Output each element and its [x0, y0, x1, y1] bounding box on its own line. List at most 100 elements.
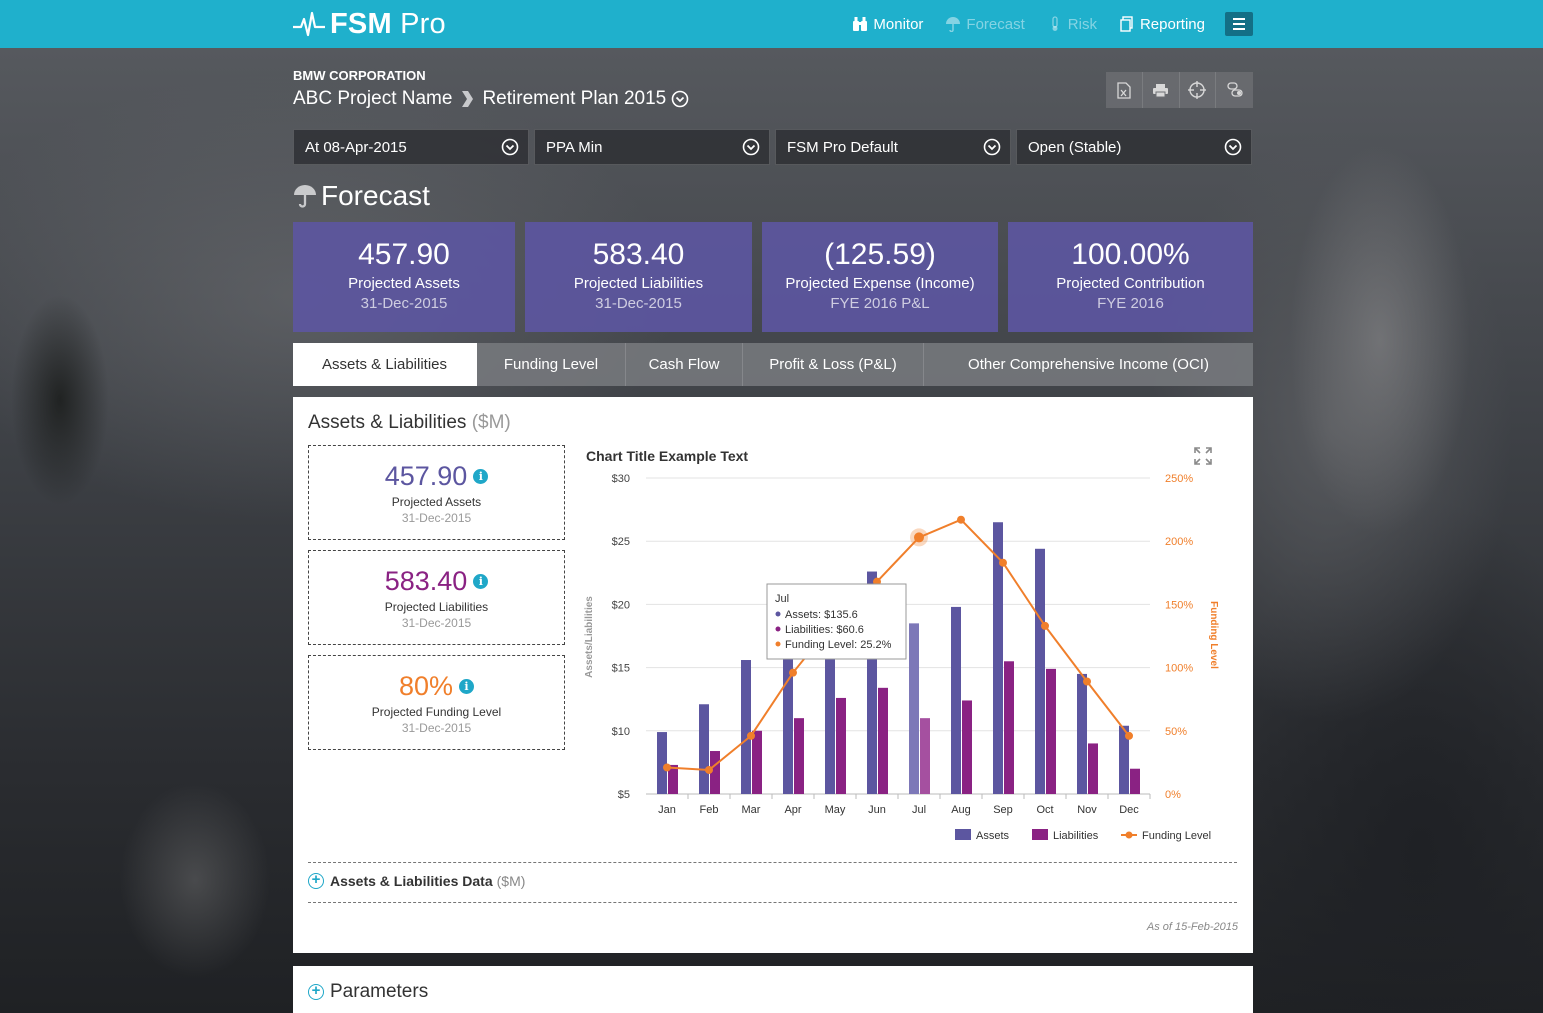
- x-tick-label: Oct: [1036, 804, 1053, 816]
- toggle-button[interactable]: [1216, 72, 1253, 108]
- kpi-card-assets[interactable]: 457.90 Projected Assets 31-Dec-2015: [293, 222, 515, 332]
- y-axis-title: Assets/Liabilities: [584, 596, 595, 678]
- expand-icon[interactable]: [1194, 447, 1212, 465]
- x-tick-label: Apr: [784, 804, 801, 816]
- page-title: Forecast: [293, 180, 430, 212]
- funding-level-point: [663, 763, 671, 772]
- kpi-label: Projected Contribution: [1056, 275, 1205, 292]
- breadcrumb-plan[interactable]: Retirement Plan 2015: [482, 88, 667, 109]
- as-of-note: As of 15-Feb-2015: [1146, 921, 1238, 933]
- nav-reporting-label: Reporting: [1139, 15, 1205, 33]
- stat-label: Projected Funding Level: [371, 705, 502, 719]
- assumptions-select[interactable]: FSM Pro Default: [775, 129, 1011, 165]
- nav-forecast-label: Forecast: [966, 15, 1025, 33]
- tab-funding-level[interactable]: Funding Level: [477, 343, 626, 386]
- kpi-value: 457.90: [358, 238, 450, 271]
- assets-liabilities-panel: Assets & Liabilities ($M) 457.90 i Projec…: [293, 397, 1253, 953]
- kpi-card-liabilities[interactable]: 583.40 Projected Liabilities 31-Dec-2015: [525, 222, 752, 332]
- info-icon[interactable]: i: [459, 679, 475, 694]
- nav-monitor[interactable]: Monitor: [852, 16, 923, 33]
- tab-oci[interactable]: Other Comprehensive Income (OCI): [924, 343, 1253, 386]
- assumptions-value: FSM Pro Default: [787, 138, 898, 156]
- plan-status-value: Open (Stable): [1028, 138, 1122, 156]
- funding-level-point: [1125, 731, 1133, 740]
- parameters-title: Parameters: [330, 981, 429, 1002]
- bar-liabilities: [1130, 768, 1140, 794]
- x-tick-label: May: [825, 804, 846, 816]
- y2-tick-label: 150%: [1165, 599, 1193, 611]
- kpi-card-expense[interactable]: (125.59) Projected Expense (Income) FYE …: [762, 222, 998, 332]
- plus-circle-icon: +: [308, 872, 324, 889]
- accordion-title: Assets & Liabilities Data: [330, 873, 493, 889]
- panel-title-text: Assets & Liabilities: [308, 412, 467, 433]
- y2-tick-label: 50%: [1165, 726, 1187, 738]
- stat-value: 457.90: [384, 461, 468, 491]
- kpi-card-contribution[interactable]: 100.00% Projected Contribution FYE 2016: [1008, 222, 1253, 332]
- bar-assets: [867, 571, 877, 794]
- funding-level-line: [666, 518, 1130, 772]
- chevron-down-circle-icon: [1224, 138, 1242, 156]
- funding-level-point: [705, 765, 713, 774]
- stat-value-row: 457.90 i: [309, 461, 564, 492]
- bar-assets: [909, 623, 919, 794]
- y-tick-label: $5: [618, 789, 630, 801]
- funding-level-point: [957, 515, 965, 524]
- tooltip-line: Liabilities: $60.6: [785, 624, 864, 636]
- tooltip-box: [766, 583, 907, 660]
- x-tick-label: Jan: [658, 804, 676, 816]
- stat-value-row: 80% i: [309, 671, 564, 702]
- kpi-label: Projected Expense (Income): [785, 275, 975, 292]
- data-accordion-toggle[interactable]: + Assets & Liabilities Data ($M): [308, 872, 525, 889]
- y-tick-label: $10: [612, 726, 630, 738]
- excel-export-button[interactable]: [1106, 72, 1143, 108]
- stat-label: Projected Liabilities: [384, 600, 489, 614]
- nav-reporting[interactable]: Reporting: [1119, 16, 1205, 33]
- as-of-date-value: At 08-Apr-2015: [305, 138, 407, 156]
- chart-container: Chart Title Example Text $5 $10 $15 $20 $25 $…: [577, 437, 1237, 857]
- bar-assets: [1077, 673, 1087, 794]
- tab-bar: Assets & Liabilities Funding Level Cash …: [293, 343, 1253, 386]
- breadcrumb-project[interactable]: ABC Project Name: [293, 88, 453, 109]
- info-icon[interactable]: i: [473, 469, 489, 484]
- y2-tick-label: 100%: [1165, 663, 1193, 675]
- stat-card-assets: 457.90 i Projected Assets 31-Dec-2015: [308, 445, 565, 540]
- nav-forecast[interactable]: Forecast: [945, 15, 1025, 33]
- tab-assets-liabilities[interactable]: Assets & Liabilities: [293, 343, 477, 386]
- tab-cash-flow[interactable]: Cash Flow: [626, 343, 743, 386]
- x-tick-label: Dec: [1119, 804, 1139, 816]
- binoculars-icon: [853, 17, 868, 31]
- kpi-date: 31-Dec-2015: [360, 295, 448, 312]
- legend-label-funding-level: Funding Level: [1142, 830, 1211, 842]
- funding-level-point: [914, 532, 924, 543]
- background-plant: [0, 250, 130, 550]
- target-button[interactable]: [1180, 72, 1217, 108]
- panel-title: Assets & Liabilities ($M): [308, 412, 511, 434]
- nav-risk[interactable]: Risk: [1047, 16, 1097, 33]
- panel-title-unit: ($M): [471, 412, 511, 433]
- stat-card-liabilities: 583.40 i Projected Liabilities 31-Dec-201…: [308, 550, 565, 645]
- tab-profit-loss[interactable]: Profit & Loss (P&L): [743, 343, 924, 386]
- target-icon: [1188, 81, 1207, 99]
- bar-liabilities: [710, 751, 720, 794]
- basis-select[interactable]: PPA Min: [534, 129, 770, 165]
- chevron-down-circle-icon[interactable]: [671, 90, 689, 108]
- page-title-text: Forecast: [321, 180, 430, 211]
- print-button[interactable]: [1143, 72, 1180, 108]
- app-logo[interactable]: FSM Pro: [292, 6, 446, 42]
- kpi-value: (125.59): [824, 238, 936, 271]
- bar-liabilities: [794, 718, 804, 794]
- heartbeat-icon: [293, 11, 325, 37]
- x-tick-label: Nov: [1077, 804, 1097, 816]
- legend-swatch-funding-point: [1125, 831, 1133, 839]
- info-icon[interactable]: i: [473, 574, 489, 589]
- logo-brand: FSM: [330, 7, 392, 40]
- plan-status-select[interactable]: Open (Stable): [1016, 129, 1252, 165]
- parameters-toggle[interactable]: + Parameters: [308, 981, 428, 1003]
- bar-liabilities: [1088, 743, 1098, 794]
- background-person: [1250, 80, 1510, 640]
- as-of-date-select[interactable]: At 08-Apr-2015: [293, 129, 529, 165]
- hamburger-menu-icon[interactable]: [1225, 12, 1253, 36]
- parameters-panel: + Parameters: [293, 966, 1253, 1013]
- chart-title: Chart Title Example Text: [586, 448, 749, 464]
- legend-swatch-liabilities: [1032, 829, 1048, 840]
